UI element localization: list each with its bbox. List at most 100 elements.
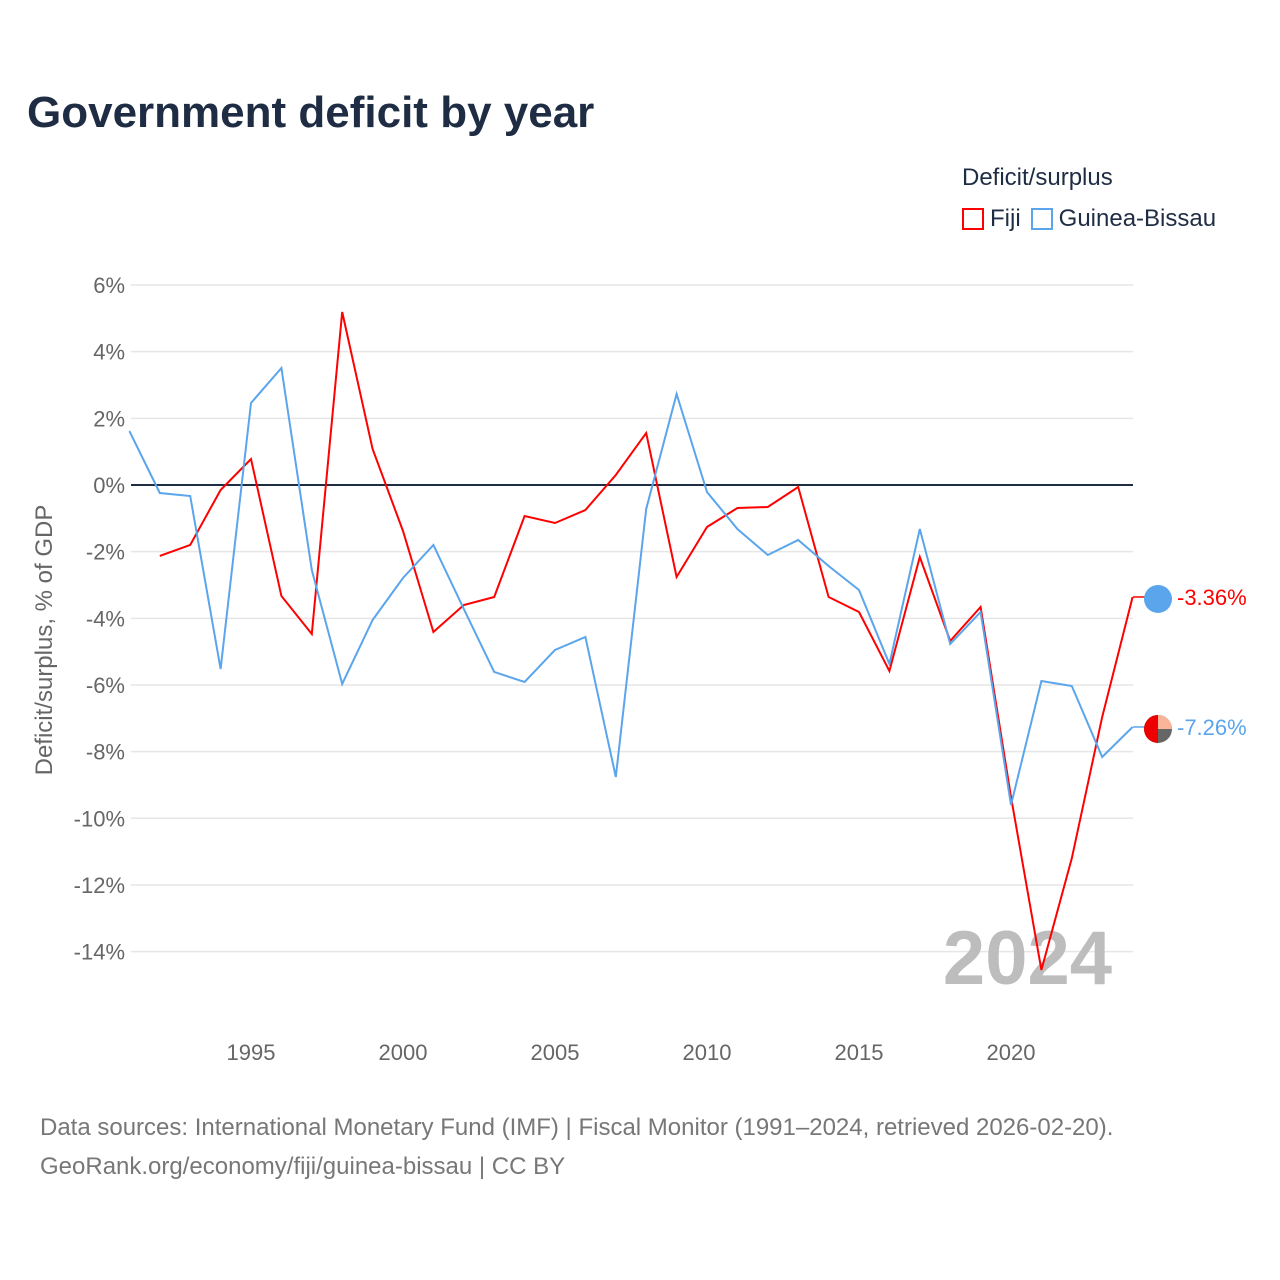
data-point[interactable]	[278, 365, 284, 371]
legend-label: Fiji	[990, 205, 1021, 232]
x-tick-label: 2020	[987, 1040, 1036, 1065]
year-watermark: 2024	[943, 916, 1112, 1001]
legend-title: Deficit/surplus	[962, 164, 1113, 191]
legend-swatch-guinea-bissau	[1030, 208, 1053, 230]
data-point[interactable]	[643, 430, 649, 436]
data-point[interactable]	[339, 681, 345, 687]
data-point[interactable]	[522, 513, 528, 519]
data-point[interactable]	[157, 490, 163, 496]
data-point[interactable]	[856, 587, 862, 593]
data-point[interactable]	[613, 774, 619, 780]
data-point[interactable]	[552, 647, 558, 653]
end-label-guinea-bissau: -7.26%	[1177, 715, 1247, 740]
series-line-guinea-bissau	[128, 365, 1134, 806]
y-tick-label: -6%	[86, 673, 125, 698]
data-point[interactable]	[491, 669, 497, 675]
data-point[interactable]	[400, 528, 406, 534]
source-line-2[interactable]: GeoRank.org/economy/fiji/guinea-bissau |…	[40, 1153, 566, 1180]
x-tick-label: 2010	[683, 1040, 732, 1065]
y-tick-label: -4%	[86, 606, 125, 631]
data-point[interactable]	[1069, 855, 1075, 861]
data-point[interactable]	[370, 446, 376, 452]
data-point[interactable]	[430, 629, 436, 635]
y-tick-label: 2%	[93, 406, 125, 431]
data-point[interactable]	[674, 391, 680, 397]
data-point[interactable]	[278, 593, 284, 599]
data-point[interactable]	[704, 489, 710, 495]
data-point[interactable]	[1008, 802, 1014, 808]
data-point[interactable]	[856, 609, 862, 615]
y-tick-label: -8%	[86, 740, 125, 765]
flag-icon-part	[1144, 714, 1158, 743]
data-point[interactable]	[978, 609, 984, 615]
data-point[interactable]	[309, 631, 315, 637]
source-line-1: Data sources: International Monetary Fun…	[40, 1114, 1114, 1141]
legend-item-fiji[interactable]: Fiji	[962, 205, 1021, 233]
data-point[interactable]	[613, 472, 619, 478]
source-note: Data sources: International Monetary Fun…	[40, 1108, 1113, 1186]
series-line-fiji	[159, 311, 1134, 971]
y-tick-label: -12%	[74, 873, 125, 898]
data-point[interactable]	[765, 504, 771, 510]
data-point[interactable]	[704, 524, 710, 530]
legend-item-guinea-bissau[interactable]: Guinea-Bissau	[1030, 205, 1217, 233]
y-axis-label: Deficit/surplus, % of GDP	[31, 505, 58, 776]
data-point[interactable]	[1038, 678, 1044, 684]
data-point[interactable]	[674, 574, 680, 580]
data-point[interactable]	[248, 456, 254, 462]
data-point[interactable]	[1038, 967, 1044, 973]
legend: Fiji Guinea-Bissau	[962, 205, 1216, 233]
data-point[interactable]	[947, 641, 953, 647]
y-tick-label: 4%	[93, 340, 125, 365]
data-point[interactable]	[157, 553, 163, 559]
legend-swatch-fiji	[962, 208, 984, 230]
data-point[interactable]	[582, 634, 588, 640]
legend-label: Guinea-Bissau	[1058, 205, 1217, 232]
data-point[interactable]	[765, 552, 771, 558]
y-tick-label: -10%	[74, 806, 125, 831]
data-point[interactable]	[248, 400, 254, 406]
x-tick-label: 2000	[379, 1040, 428, 1065]
data-point[interactable]	[187, 493, 193, 499]
data-point[interactable]	[1099, 754, 1105, 760]
data-point[interactable]	[126, 428, 132, 434]
data-point[interactable]	[187, 542, 193, 548]
data-point[interactable]	[582, 507, 588, 513]
flag-icon-part	[1158, 714, 1172, 729]
data-point[interactable]	[1099, 714, 1105, 720]
y-tick-label: 0%	[93, 473, 125, 498]
y-tick-label: 6%	[93, 273, 125, 298]
data-point[interactable]	[491, 594, 497, 600]
data-point[interactable]	[826, 594, 832, 600]
data-point[interactable]	[917, 554, 923, 560]
data-point[interactable]	[795, 484, 801, 490]
data-point[interactable]	[886, 668, 892, 674]
end-label-fiji: -3.36%	[1177, 585, 1247, 610]
data-point[interactable]	[218, 666, 224, 672]
data-point[interactable]	[734, 526, 740, 532]
data-point[interactable]	[643, 506, 649, 512]
data-point[interactable]	[826, 563, 832, 569]
data-point[interactable]	[370, 617, 376, 623]
data-point[interactable]	[309, 567, 315, 573]
data-point[interactable]	[886, 661, 892, 667]
data-point[interactable]	[461, 606, 467, 612]
data-point[interactable]	[795, 537, 801, 543]
x-tick-label: 2015	[835, 1040, 884, 1065]
chart-title: Government deficit by year	[27, 88, 595, 137]
data-point[interactable]	[917, 526, 923, 532]
flag-icon-fiji	[1144, 584, 1172, 613]
data-point[interactable]	[734, 505, 740, 511]
data-point[interactable]	[400, 575, 406, 581]
data-point[interactable]	[339, 309, 345, 315]
data-point[interactable]	[218, 487, 224, 493]
x-tick-label: 2005	[531, 1040, 580, 1065]
data-point[interactable]	[552, 520, 558, 526]
data-point[interactable]	[430, 542, 436, 548]
y-tick-label: -2%	[86, 540, 125, 565]
y-tick-label: -14%	[74, 940, 125, 965]
data-point[interactable]	[1069, 683, 1075, 689]
data-point[interactable]	[522, 679, 528, 685]
